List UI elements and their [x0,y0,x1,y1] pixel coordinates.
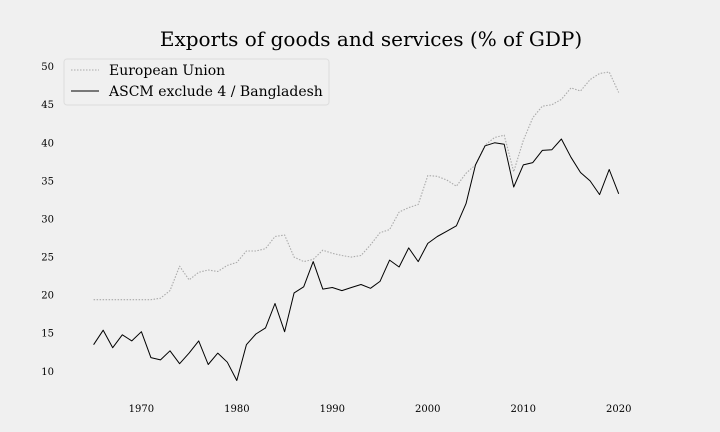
x-tick-label: 2000 [415,404,440,415]
x-tick-label: 2010 [511,404,536,415]
y-tick-label: 10 [41,367,54,378]
legend-label-european-union: European Union [109,63,225,79]
legend-label-bangladesh: ASCM exclude 4 / Bangladesh [108,84,323,100]
y-tick-label: 15 [41,329,54,340]
x-tick-label: 1980 [224,404,249,415]
y-tick-label: 35 [41,176,54,187]
x-axis-ticks: 1970 1980 1990 2000 2010 2020 [129,404,632,415]
y-tick-label: 45 [41,100,54,111]
series-lines [93,71,620,381]
y-tick-label: 25 [41,253,54,264]
series-line-0 [93,71,620,301]
y-tick-label: 30 [41,214,54,225]
series-line-1 [93,138,620,381]
y-tick-label: 20 [41,291,54,302]
x-tick-label: 1970 [129,404,154,415]
x-tick-label: 1990 [320,404,345,415]
legend-box [63,58,330,106]
y-tick-label: 40 [41,138,54,149]
y-tick-label: 50 [41,62,54,73]
x-tick-label: 2020 [606,404,631,415]
legend: European Union ASCM exclude 4 / Banglade… [63,58,330,106]
y-axis-ticks: 10 15 20 25 30 35 40 45 50 [41,62,54,378]
chart-title: Exports of goods and services (% of GDP) [160,27,582,51]
